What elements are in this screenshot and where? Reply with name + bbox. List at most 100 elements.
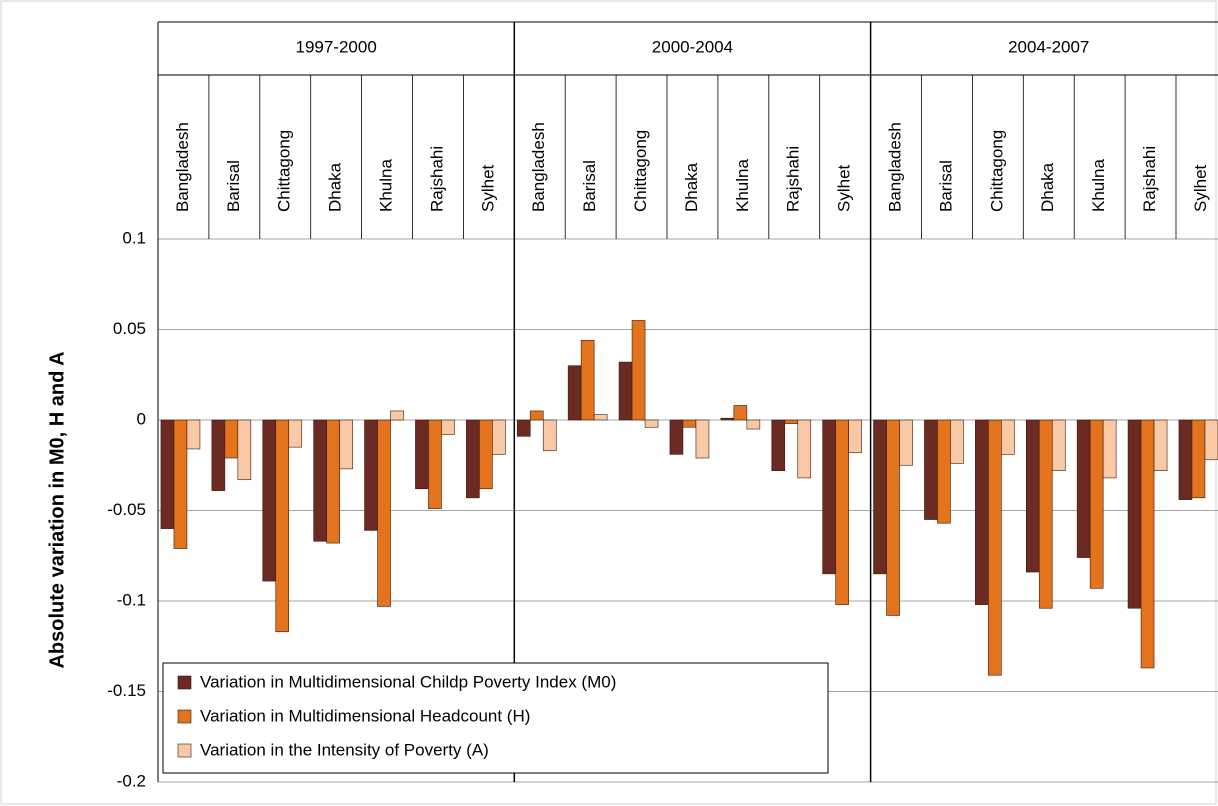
y-tick-label: -0.05: [107, 500, 146, 519]
bar: [746, 419, 761, 430]
legend-box: [162, 662, 829, 774]
bar: [1153, 419, 1168, 471]
x-tick-label: Khulna: [1089, 159, 1108, 212]
bar: [1127, 419, 1142, 609]
bar: [720, 417, 735, 421]
bar: [1038, 419, 1053, 609]
bar: [593, 414, 608, 421]
bar: [428, 419, 442, 509]
bar: [1191, 419, 1206, 499]
group-label: 2000-2004: [652, 37, 733, 56]
group-label: 1997-2000: [295, 37, 376, 56]
bar: [1025, 419, 1040, 573]
x-tick-label: Rajshahi: [784, 146, 803, 212]
x-tick-label: Chittagong: [987, 130, 1006, 212]
bar: [873, 419, 887, 575]
x-tick-label: Rajshahi: [427, 146, 446, 212]
bar: [275, 419, 290, 633]
bar: [479, 419, 493, 490]
bar: [669, 419, 684, 455]
bar: [1140, 419, 1155, 669]
bar: [492, 419, 506, 455]
bar: [822, 419, 836, 575]
bar: [326, 419, 340, 544]
x-tick-label: Dhaka: [326, 162, 345, 212]
bar: [682, 419, 697, 428]
x-tick-label: Khulna: [733, 159, 752, 212]
y-tick-label: 0.05: [113, 319, 146, 338]
x-tick-label: Dhaka: [1038, 162, 1057, 212]
bar: [313, 419, 327, 542]
x-tick-label: Barisal: [580, 160, 599, 212]
bar: [644, 419, 659, 428]
x-tick-label: Barisal: [224, 160, 243, 212]
x-tick-label: Sylhet: [478, 164, 497, 212]
bar: [529, 410, 544, 421]
bar: [262, 419, 277, 582]
bar: [173, 419, 188, 549]
bar: [1204, 419, 1218, 461]
bar: [364, 419, 378, 531]
x-tick-label: Bangladesh: [886, 122, 905, 212]
bar: [1001, 419, 1015, 455]
bar: [288, 419, 303, 448]
bar: [567, 365, 582, 421]
legend-label: Variation in Multidimensional Childp Pov…: [200, 672, 616, 691]
bar: [848, 419, 862, 453]
bar: [886, 419, 900, 616]
x-tick-label: Chittagong: [275, 130, 294, 212]
y-tick-label: -0.15: [107, 681, 146, 700]
bar: [975, 419, 989, 605]
bar: [771, 419, 786, 471]
bar: [160, 419, 175, 529]
y-tick-label: -0.1: [117, 590, 146, 609]
bar: [516, 419, 531, 437]
bar: [377, 419, 391, 607]
x-tick-label: Dhaka: [682, 162, 701, 212]
bar: [835, 419, 849, 605]
bar: [618, 361, 633, 421]
bar: [211, 419, 226, 491]
bar: [784, 419, 799, 424]
bar: [631, 320, 646, 421]
y-axis-label: Absolute variation in M0, H and A: [46, 351, 68, 668]
bar: [988, 419, 1002, 676]
bar: [1076, 419, 1091, 558]
legend-swatch: [177, 743, 192, 758]
legend-swatch: [177, 709, 192, 724]
bar: [186, 419, 201, 450]
bar: [1102, 419, 1117, 479]
bar: [924, 419, 938, 520]
bar: [733, 405, 748, 421]
x-tick-label: Bangladesh: [529, 122, 548, 212]
group-label: 2004-2007: [1008, 37, 1089, 56]
bar: [1051, 419, 1066, 471]
y-tick-label: -0.2: [117, 771, 146, 790]
bar: [797, 419, 812, 479]
bar: [580, 340, 595, 421]
x-tick-label: Bangladesh: [173, 122, 192, 212]
x-tick-label: Khulna: [377, 159, 396, 212]
x-tick-label: Sylhet: [835, 164, 854, 212]
bar: [224, 419, 239, 459]
x-tick-label: Barisal: [936, 160, 955, 212]
bar: [339, 419, 353, 470]
bar: [937, 419, 951, 524]
bar: [695, 419, 710, 459]
bar: [390, 410, 404, 421]
legend-label: Variation in the Intensity of Poverty (A…: [200, 740, 489, 759]
legend-label: Variation in Multidimensional Headcount …: [200, 706, 530, 725]
x-tick-label: Sylhet: [1191, 164, 1210, 212]
bar: [1089, 419, 1104, 589]
bar: [899, 419, 913, 466]
x-tick-label: Rajshahi: [1140, 146, 1159, 212]
legend-swatch: [177, 675, 192, 690]
bar: [950, 419, 964, 464]
bar: [1178, 419, 1193, 500]
bar: [441, 419, 455, 435]
bar: [466, 419, 480, 499]
bar: [237, 419, 252, 481]
bar: [415, 419, 429, 490]
y-tick-label: 0.1: [122, 228, 146, 247]
